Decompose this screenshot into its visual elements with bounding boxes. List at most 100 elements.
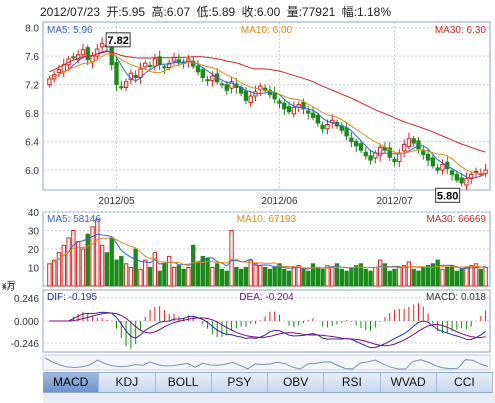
volume-bar-down [181,268,186,287]
volume-tick-label: 30 [28,227,40,238]
volume-bar-down [478,268,483,287]
tab-rsi[interactable]: RSI [324,373,381,392]
candle-up [152,58,158,67]
volume-bar-down [214,263,220,287]
volume-bar-down [445,267,450,287]
volume-bar-down [219,268,225,287]
candle-down [119,86,124,89]
candle-down [176,59,181,63]
candle-down [301,101,306,110]
high-annotation-box [105,32,131,48]
volume-bar-down [315,267,321,287]
volume-bar-up [128,267,134,287]
tab-cci[interactable]: CCI [437,373,493,392]
quote-close: 收:6.00 [241,5,281,19]
candle-down [114,62,119,86]
candle-down [243,90,249,101]
volume-bar-down [435,259,440,287]
volume-ma10-line [49,237,486,269]
volume-bar-down [334,263,340,287]
volume-bar-up [377,259,383,287]
volume-bar-down [306,270,311,287]
volume-bar-down [459,268,464,287]
price-tick-label: 7.2 [25,81,39,92]
volume-ma5-legend: MA5: 58146 [47,214,101,225]
volume-bar-up [406,261,412,287]
volume-bar-up [52,259,57,287]
candle-down [195,65,201,73]
volume-bar-down [238,268,244,287]
volume-bar-down [243,267,249,287]
volume-bar-down [200,255,205,287]
high-annotation: 7.82 [107,35,128,47]
volume-bar-down [454,270,460,287]
volume-bar-down [382,263,388,287]
volume-bar-down [119,255,124,287]
low-annotation-box [435,187,461,203]
candle-down [354,141,359,147]
volume-bar-down [147,267,153,287]
candle-up [483,169,488,175]
volume-bar-up [138,268,143,287]
candle-down [277,100,282,104]
volume-bar-down [262,267,268,287]
ma30-legend: MA30: 6.30 [435,25,487,36]
overview-strip [42,354,491,371]
tab-macd[interactable]: MACD [43,373,100,392]
volume-bar-down [234,267,239,287]
candle-up [99,42,105,48]
candle-down [200,69,205,79]
volume-bar-up [99,244,105,287]
volume-bar-up [171,267,177,287]
volume-bar-down [368,270,373,287]
candle-up [167,62,172,69]
volume-bar-down [162,263,167,287]
volume-bar-down [358,263,364,287]
volume-bar-up [143,259,148,287]
tab-obv[interactable]: OBV [268,373,325,392]
candle-down [425,153,431,161]
volume-bar-down [387,270,392,287]
volume-bar-down [176,265,181,287]
volume-bar-up [296,265,301,287]
tab-wvad[interactable]: WVAD [381,373,437,392]
volume-bar-down [109,237,114,287]
ma30-line [49,51,486,153]
macd-tick-label: 0.000 [14,317,39,328]
dea-line [49,312,486,347]
candle-up [80,49,86,56]
volume-bar-up [253,263,258,287]
tab-psy[interactable]: PSY [212,373,268,392]
candle-up [75,54,81,61]
volume-bar-up [61,244,66,287]
candle-up [473,170,479,173]
volume-bar-up [152,252,158,287]
volume-bar-up [90,226,95,287]
candle-down [459,177,464,184]
price-tick-label: 6.4 [25,138,39,149]
volume-bar-down [310,263,316,287]
quote-date: 2012/07/23 [40,5,101,19]
volume-bar-down [282,268,287,287]
volume-bar-down [277,263,282,287]
tab-boll[interactable]: BOLL [156,373,212,392]
volume-bar-up [210,267,215,287]
candle-up [248,95,253,103]
volume-bar-up [186,267,191,287]
date-tick-label: 2012/07 [376,196,413,207]
volume-bar-down [320,268,325,287]
volume-bar-down [363,268,368,287]
tab-kdj[interactable]: KDJ [99,373,156,392]
timeline-scrollbar[interactable] [43,393,495,403]
volume-bar-up [464,267,469,287]
candle-up [171,57,177,62]
price-tick-label: 7.6 [25,52,39,63]
ma5-legend: MA5: 5.96 [47,25,93,36]
volume-bar-down [416,270,421,287]
volume-bar-down [339,268,344,287]
candle-down [71,56,76,59]
indicator-tabs: MACD KDJ BOLL PSY OBV RSI WVAD CCI [43,372,493,393]
volume-bar-up [95,218,100,287]
volume-bar-down [411,268,416,287]
volume-bar-down [133,248,138,287]
